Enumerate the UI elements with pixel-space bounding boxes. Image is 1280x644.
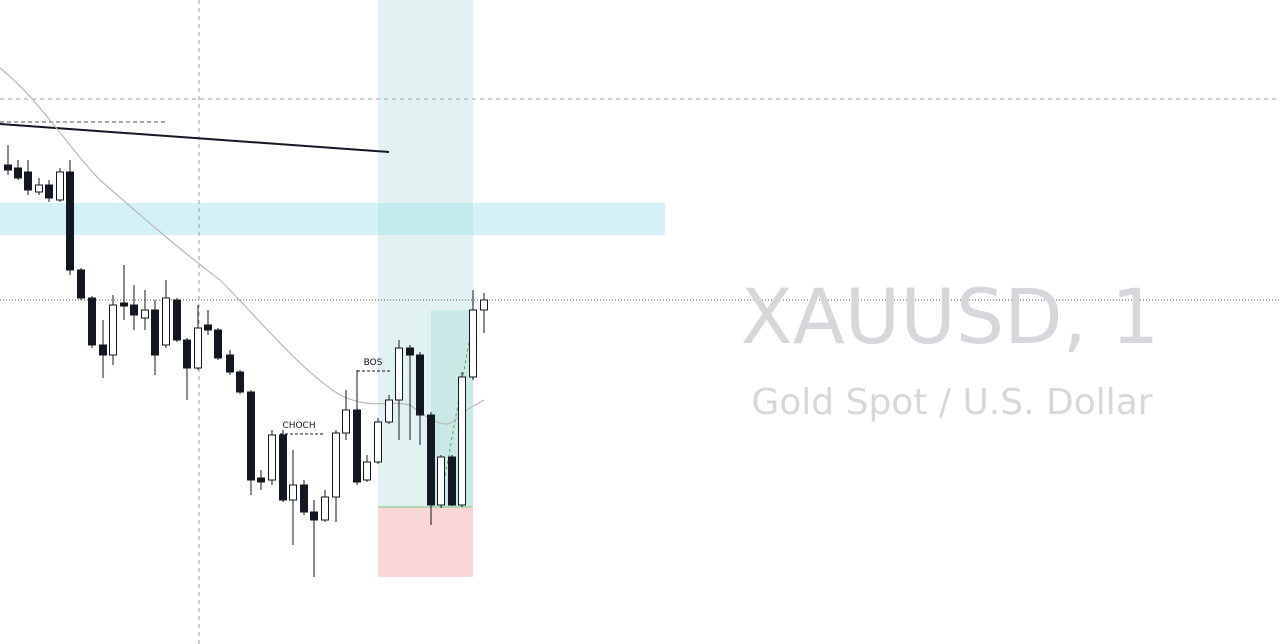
watermark-description: Gold Spot / U.S. Dollar	[751, 382, 1152, 423]
candle-body	[437, 456, 445, 506]
candle-body	[120, 302, 128, 307]
candle-body	[45, 184, 53, 199]
watermark-symbol: XAUUSD, 1	[741, 272, 1160, 361]
candle-body	[458, 376, 466, 506]
candle-body	[268, 434, 276, 481]
candle-body	[480, 299, 488, 311]
candle-body	[183, 339, 191, 369]
candles	[4, 145, 488, 577]
candle-body	[374, 421, 382, 463]
candle-body	[406, 347, 414, 356]
candle-body	[385, 399, 393, 423]
candle-body	[99, 344, 107, 356]
candle-body	[257, 477, 265, 483]
candle-body	[300, 484, 308, 513]
candle-body	[289, 484, 297, 501]
candle-body	[226, 354, 234, 373]
candle-body	[342, 409, 350, 434]
candle-body	[162, 297, 170, 346]
stop-zone	[378, 507, 473, 577]
candle-body	[395, 347, 403, 401]
bos-label: BOS	[364, 358, 383, 368]
candle-body	[236, 371, 244, 393]
projection-line	[439, 319, 474, 506]
moving-average	[0, 67, 485, 425]
candle-body	[130, 304, 138, 316]
candle-body	[141, 309, 149, 319]
candle-body	[353, 409, 361, 483]
candle-body	[332, 432, 340, 498]
candle-body	[214, 329, 222, 359]
candle-body	[427, 414, 435, 506]
candle-body	[416, 354, 424, 416]
choch-label: CHOCH	[282, 421, 315, 431]
candle-body	[4, 164, 12, 171]
candle-body	[14, 167, 22, 179]
candle-body	[204, 324, 212, 331]
candle-body	[363, 461, 371, 481]
candle-body	[56, 171, 64, 201]
candle-body	[77, 269, 85, 299]
candle-body	[194, 327, 202, 369]
candle-body	[109, 304, 117, 356]
candle-body	[448, 456, 456, 506]
candle-body	[321, 496, 329, 521]
candle-body	[279, 434, 287, 501]
candle-body	[66, 171, 74, 271]
candle-body	[35, 184, 43, 193]
candle-body	[173, 299, 181, 341]
candle-body	[151, 309, 159, 356]
candle-body	[469, 309, 477, 378]
candle-body	[24, 171, 32, 191]
trend-line	[0, 123, 390, 153]
candle-body	[310, 511, 318, 521]
candle-body	[88, 297, 96, 346]
candle-body	[247, 391, 255, 481]
supply-band	[0, 203, 665, 235]
